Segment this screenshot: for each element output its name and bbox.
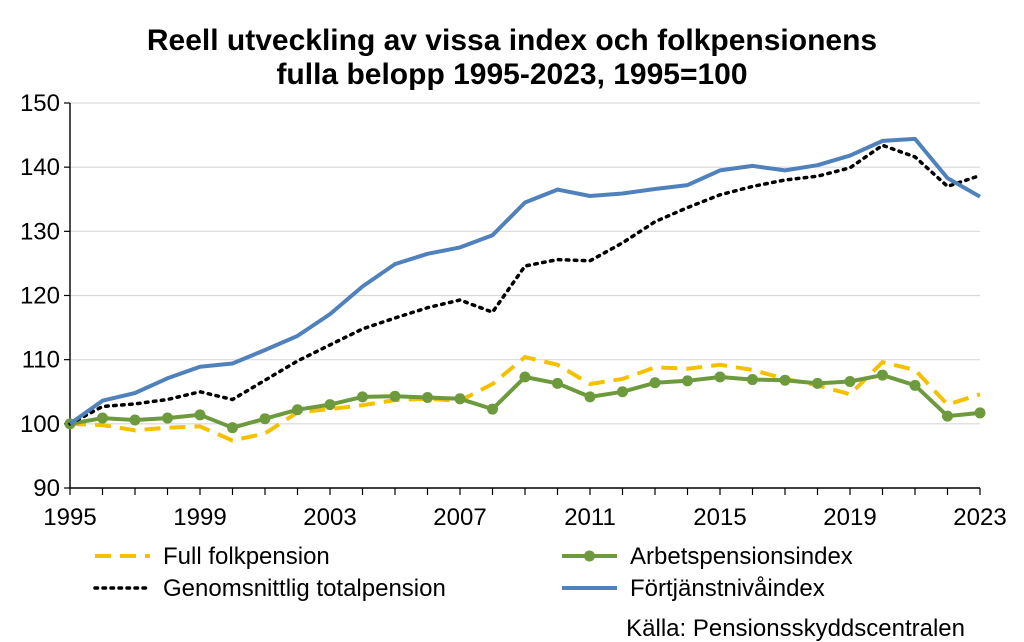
series-line-arbetspensionsindex [69, 373, 981, 430]
gridlines [70, 102, 980, 425]
data-point-arbetspensionsindex-2014 [682, 375, 693, 387]
x-tick-label-2019: 2019 [823, 504, 876, 531]
data-point-arbetspensionsindex-2015 [714, 371, 726, 383]
y-tick-label-110: 110 [22, 347, 60, 374]
x-tick-label-2015: 2015 [693, 504, 746, 531]
x-tick-label-2023: 2023 [953, 504, 1006, 531]
data-point-arbetspensionsindex-2011 [584, 391, 596, 403]
series-line-genomsnittlig-totalpension [68, 143, 982, 426]
legend-label-genomsnittlig-totalpension: Genomsnittlig totalpension [163, 575, 446, 602]
data-point-arbetspensionsindex-2023 [974, 407, 986, 419]
y-axis-ticks: 90 100 110 120 130 140 150 [20, 90, 70, 502]
y-tick-label-120: 120 [20, 283, 60, 310]
y-tick-label-130: 130 [20, 218, 60, 245]
data-point-arbetspensionsindex-2019 [844, 375, 856, 387]
data-point-arbetspensionsindex-2006 [422, 392, 433, 404]
data-point-arbetspensionsindex-2018 [812, 377, 823, 389]
data-point-arbetspensionsindex-2013 [649, 377, 661, 389]
x-tick-label-2003: 2003 [303, 504, 356, 531]
data-point-arbetspensionsindex-2022 [942, 410, 953, 422]
data-point-arbetspensionsindex-2017 [779, 374, 791, 386]
data-point-arbetspensionsindex-2007 [454, 393, 466, 405]
data-point-arbetspensionsindex-2020 [877, 369, 888, 381]
data-point-arbetspensionsindex-2000 [227, 422, 238, 434]
x-axis-ticks: 1995 1999 2003 2007 2011 2015 2019 2023 [43, 488, 1007, 531]
data-point-arbetspensionsindex-2002 [292, 404, 303, 416]
data-point-arbetspensionsindex-2012 [617, 386, 628, 398]
series-line-full-folkpension [69, 354, 981, 443]
data-point-arbetspensionsindex-2010 [552, 377, 563, 389]
series-line-f-rtj-nstniv-index [68, 136, 981, 426]
data-point-arbetspensionsindex-1996 [97, 412, 108, 424]
data-point-arbetspensionsindex-1998 [162, 412, 173, 424]
x-tick-label-1999: 1999 [173, 504, 226, 531]
data-point-arbetspensionsindex-1997 [129, 414, 141, 426]
data-point-arbetspensionsindex-2009 [519, 371, 531, 383]
x-tick-label-2007: 2007 [433, 504, 486, 531]
data-point-arbetspensionsindex-1999 [194, 409, 206, 421]
data-point-arbetspensionsindex-2021 [909, 379, 921, 391]
y-tick-label-150: 150 [20, 90, 60, 117]
x-tick-label-2011: 2011 [564, 504, 616, 531]
data-point-arbetspensionsindex-2008 [487, 403, 498, 415]
data-point-arbetspensionsindex-2016 [747, 374, 758, 386]
legend-label-full-folkpension: Full folkpension [163, 543, 330, 570]
series-lines [64, 136, 986, 443]
x-tick-label-1995: 1995 [43, 504, 96, 531]
data-point-arbetspensionsindex-2003 [324, 399, 336, 411]
data-point-arbetspensionsindex-2001 [259, 413, 271, 425]
data-point-arbetspensionsindex-2004 [357, 391, 368, 403]
chart-title-line-2: fulla belopp 1995-2023, 1995=100 [276, 58, 747, 91]
legend-label-arbetspensionsindex: Arbetspensionsindex [630, 543, 853, 570]
data-point-arbetspensionsindex-2005 [389, 390, 401, 402]
y-tick-label-100: 100 [20, 411, 60, 438]
legend-label-f-rtj-nstniv-index: Förtjänstnivåindex [630, 575, 825, 602]
y-tick-label-90: 90 [33, 475, 60, 502]
y-tick-label-140: 140 [20, 154, 60, 181]
source-note: Källa: Pensionsskyddscentralen [626, 615, 965, 642]
chart-title-line-1: Reell utveckling av vissa index och folk… [147, 24, 877, 57]
legend-marker-arbetspensionsindex [584, 550, 595, 562]
legend: Full folkpension Arbetspensionsindex Genom… [93, 543, 853, 602]
